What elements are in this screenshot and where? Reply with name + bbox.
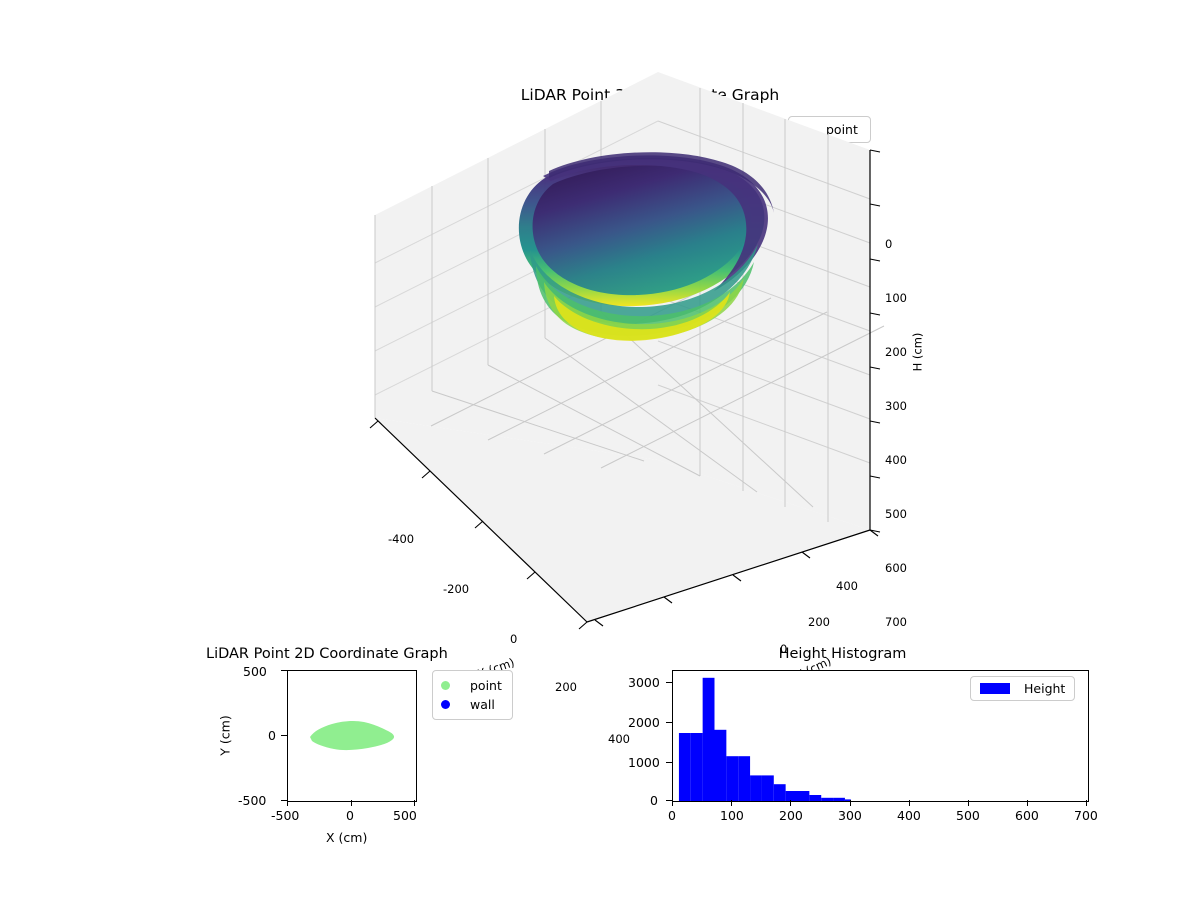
tick-hist-x-0: 0 — [668, 808, 676, 823]
panel-hist-legend: Height — [970, 676, 1076, 701]
histogram-bar — [773, 784, 786, 801]
tick-hist-y-1: 1000 — [628, 755, 660, 770]
tick-hist-x-5: 500 — [956, 808, 980, 823]
tick-hist-x-2: 200 — [779, 808, 803, 823]
histogram-bar — [785, 791, 798, 801]
histogram-bar — [833, 797, 845, 801]
tickmark-2d-y-2 — [281, 670, 287, 672]
tickmark-2d-y-1 — [281, 735, 287, 737]
tick-2d-y-2: 500 — [243, 664, 267, 679]
tick-3d-x-3: 200 — [555, 680, 577, 694]
panel-3d-point-cloud: LiDAR Point 3D Coordinate Graph point — [340, 60, 960, 746]
panel-hist-title: Height Histogram — [778, 646, 907, 662]
histogram-bar — [844, 799, 851, 801]
tickmark-hist-x-2 — [790, 800, 792, 806]
tick-3d-z-3: 300 — [885, 399, 907, 413]
tickmark-hist-y-1 — [666, 762, 672, 764]
tick-hist-x-4: 400 — [897, 808, 921, 823]
legend-row-wall: wall — [441, 695, 502, 714]
tick-2d-x-0: -500 — [271, 808, 300, 823]
tickmark-hist-x-6 — [1027, 800, 1029, 806]
point-cloud-3d — [518, 152, 774, 341]
legend-marker-point-icon — [441, 681, 450, 690]
tickmark-hist-x-7 — [1086, 800, 1088, 806]
histogram-bar — [702, 677, 715, 801]
tick-3d-z-4: 400 — [885, 453, 907, 467]
tick-hist-x-3: 300 — [838, 808, 862, 823]
tick-3d-z-6: 600 — [885, 561, 907, 575]
panel-height-histogram: Height Histogram 0 1000 2000 3000 0 100 … — [628, 640, 1100, 870]
legend-label-height: Height — [1024, 681, 1066, 696]
histogram-bar — [761, 775, 774, 801]
histogram-bars — [678, 677, 851, 801]
tick-2d-y-1: 0 — [268, 728, 276, 743]
tick-3d-x-2: 0 — [510, 632, 518, 646]
tick-3d-z-2: 200 — [885, 345, 907, 359]
tick-hist-y-0: 0 — [650, 793, 658, 808]
tick-2d-x-1: 0 — [346, 808, 354, 823]
tickmark-hist-y-2 — [666, 722, 672, 724]
tickmark-2d-x-0 — [287, 800, 289, 806]
axes-2d — [287, 670, 417, 802]
tickmark-hist-x-3 — [850, 800, 852, 806]
tick-3d-z-7: 700 — [885, 615, 907, 629]
panel-2d-scatter: LiDAR Point 2D Coordinate Graph 500 0 -5… — [200, 640, 530, 870]
histogram-bar — [738, 756, 751, 801]
histogram-bar — [809, 795, 822, 801]
tickmark-hist-x-4 — [909, 800, 911, 806]
histogram-bar — [726, 756, 739, 801]
tick-2d-y-0: -500 — [238, 793, 267, 808]
legend-marker-wall-icon — [441, 700, 450, 709]
histogram-bar — [797, 791, 810, 801]
axis-label-2d-x: X (cm) — [326, 830, 368, 845]
legend-label-point: point — [470, 678, 502, 693]
histogram-bar — [690, 733, 703, 801]
tick-hist-x-6: 600 — [1015, 808, 1039, 823]
legend-label-point: point — [826, 122, 858, 137]
tick-hist-y-2: 2000 — [628, 715, 660, 730]
tick-3d-z-1: 100 — [885, 291, 907, 305]
tickmark-hist-x-0 — [672, 800, 674, 806]
tickmark-2d-x-2 — [414, 800, 416, 806]
panel-2d-title: LiDAR Point 2D Coordinate Graph — [206, 646, 448, 662]
histogram-bar — [678, 733, 691, 801]
tickmark-2d-y-0 — [281, 800, 287, 802]
tick-3d-y-3: 200 — [808, 615, 830, 629]
tickmark-2d-x-1 — [351, 800, 353, 806]
tickmark-hist-y-0 — [666, 800, 672, 802]
tick-hist-y-3: 3000 — [628, 675, 660, 690]
histogram-bar — [821, 797, 834, 801]
tick-3d-x-4: 400 — [608, 732, 630, 746]
tick-3d-y-2: 0 — [780, 642, 788, 656]
legend-label-wall: wall — [470, 697, 495, 712]
legend-row-point: point — [441, 676, 502, 695]
tick-hist-x-7: 700 — [1074, 808, 1098, 823]
tickmark-hist-x-5 — [968, 800, 970, 806]
tickmark-hist-x-1 — [731, 800, 733, 806]
tick-3d-x-1: -200 — [443, 582, 470, 596]
axes-3d — [369, 72, 885, 630]
tick-3d-z-0: 0 — [885, 237, 893, 251]
histogram-bar — [750, 775, 762, 801]
tickmark-hist-y-3 — [666, 682, 672, 684]
axes-histogram — [672, 670, 1089, 802]
tick-2d-x-2: 500 — [393, 808, 417, 823]
scatter-2d-points — [310, 720, 395, 751]
histogram-bar — [714, 729, 727, 801]
tick-3d-y-4: 400 — [836, 579, 858, 593]
tick-hist-x-1: 100 — [720, 808, 744, 823]
legend-patch-height-icon — [980, 683, 1010, 694]
panel-2d-legend: point wall — [432, 670, 513, 720]
tick-3d-x-0: -400 — [388, 532, 415, 546]
axis-label-2d-y: Y (cm) — [217, 715, 233, 756]
tick-3d-z-5: 500 — [885, 507, 907, 521]
axis-label-3d-z: H (cm) — [910, 332, 925, 372]
